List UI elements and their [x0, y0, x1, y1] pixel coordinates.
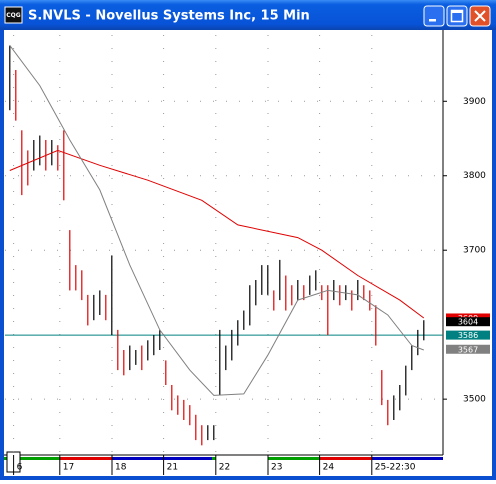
- window-title: S.NVLS - Novellus Systems Inc, 15 Min: [28, 9, 310, 24]
- x-tick-label: 24: [323, 463, 335, 473]
- x-tick-label: 18: [115, 463, 127, 473]
- x-tick-label: 22: [219, 463, 230, 473]
- minimize-button[interactable]: [423, 5, 445, 27]
- session-strip: [320, 457, 372, 460]
- x-tick-label: 21: [167, 463, 178, 473]
- price-label: 3604: [458, 318, 478, 327]
- close-button[interactable]: [469, 5, 491, 27]
- y-tick-label: 3500: [463, 395, 486, 405]
- maximize-button[interactable]: [446, 5, 468, 27]
- app-icon[interactable]: [4, 6, 23, 24]
- x-tick-label: 6: [17, 463, 23, 473]
- chart-area: [4, 30, 492, 476]
- session-strip: [372, 457, 443, 460]
- y-tick-label: 3800: [463, 171, 486, 181]
- plot: 3500 3700 3800 3900 6 17 18 21 22 23 24 25-22:30 360…: [5, 35, 490, 475]
- x-tick-label: 25-22:30: [375, 463, 416, 473]
- moving-average: [9, 45, 424, 396]
- price-label-box: [446, 344, 490, 354]
- app-icon-text: CQG: [6, 12, 21, 19]
- session-strip: [216, 457, 268, 460]
- price-label: 3567: [458, 345, 478, 354]
- moving-average: [9, 149, 425, 319]
- price-label-box: [446, 330, 490, 340]
- title-bar: [0, 0, 496, 30]
- session-strip: [112, 457, 212, 460]
- price-label: 3586: [458, 331, 478, 340]
- x-tick-label: 17: [63, 463, 74, 473]
- y-tick-label: 3900: [463, 97, 486, 107]
- session-strip: [60, 457, 112, 460]
- x-tick-label: 23: [271, 463, 282, 473]
- price-label-box: [446, 317, 490, 327]
- y-tick-label: 3700: [463, 246, 486, 256]
